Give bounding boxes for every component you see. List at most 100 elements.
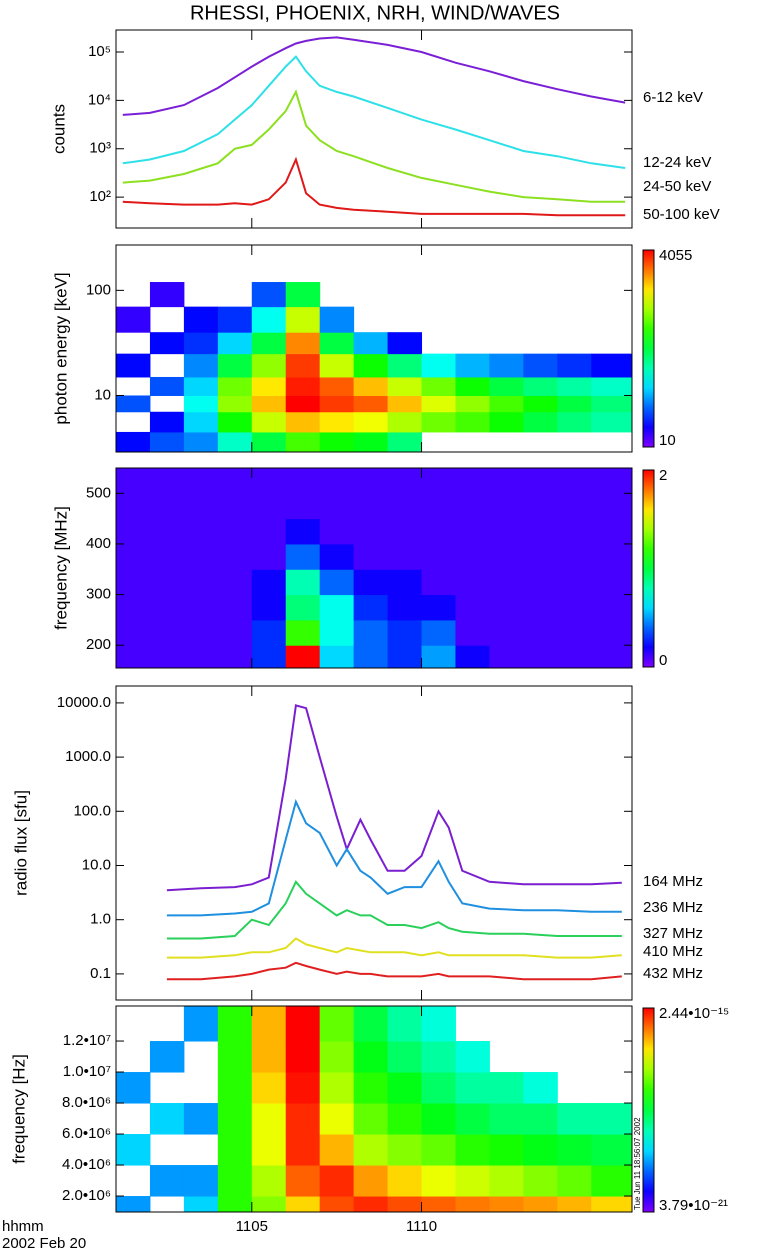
legend-label: 6-12 keV: [643, 89, 703, 106]
heat-cell: [217, 569, 253, 596]
plot-frame: [115, 1005, 633, 1213]
heat-cell: [591, 376, 633, 396]
heat-cell: [183, 353, 219, 378]
heat-cell: [591, 1103, 633, 1135]
heat-cell: [116, 395, 151, 413]
heat-cell: [455, 1072, 490, 1104]
heat-cell: [116, 645, 151, 669]
heat-cell: [319, 395, 355, 413]
x-tick-label: 1105: [236, 1218, 268, 1235]
heat-cell: [455, 619, 490, 646]
heat-cell: [285, 518, 321, 545]
heat-cell: [319, 645, 355, 669]
heat-cell: [217, 1134, 253, 1166]
series-line: [122, 156, 626, 217]
heat-cell: [285, 1041, 321, 1073]
heat-cell: [319, 594, 355, 621]
heat-cell: [319, 411, 355, 433]
heat-cell: [251, 619, 287, 646]
heat-cell: [319, 619, 355, 646]
heat-cell: [353, 332, 389, 355]
heat-cell: [489, 518, 524, 545]
heat-cell: [217, 411, 253, 433]
y-tick-label: 400: [86, 535, 111, 552]
colorbar: [642, 1007, 655, 1213]
heat-cell: [353, 1006, 389, 1042]
heat-cell: [217, 1165, 253, 1197]
heat-cell: [149, 411, 185, 433]
heat-cell: [183, 1103, 219, 1135]
heat-cell: [523, 543, 558, 570]
heat-cell: [319, 1072, 355, 1104]
heat-cell: [319, 376, 355, 396]
heat-cell: [251, 431, 287, 453]
colorbar-tick-label: 2.44•10⁻¹⁵: [659, 1005, 729, 1022]
heat-cell: [387, 518, 423, 545]
heat-cell: [251, 518, 287, 545]
heat-cell: [455, 1103, 490, 1135]
heat-cell: [557, 353, 592, 378]
heat-cell: [387, 468, 423, 494]
y-axis-label: radio flux [sfu]: [11, 790, 30, 896]
heat-cell: [489, 353, 524, 378]
heat-cell: [557, 543, 592, 570]
heat-cell: [387, 1165, 423, 1197]
heat-cell: [217, 468, 253, 494]
y-tick-label: 200: [86, 636, 111, 653]
heat-cell: [523, 376, 558, 396]
plot-frame: [115, 244, 633, 453]
heat-cell: [285, 1134, 321, 1166]
heat-cell: [523, 1072, 558, 1104]
heat-cell: [285, 1196, 321, 1213]
heat-cell: [285, 306, 321, 333]
heat-cell: [217, 493, 253, 520]
heat-cell: [285, 353, 321, 378]
y-tick-label: 10.0: [82, 856, 111, 873]
heat-cell: [557, 411, 592, 433]
heat-cell: [523, 395, 558, 413]
heat-cell: [421, 1134, 456, 1166]
heat-cell: [489, 619, 524, 646]
heat-cell: [455, 594, 490, 621]
y-tick-label: 10: [94, 386, 111, 403]
heat-cell: [591, 395, 633, 413]
y-axis-label: counts: [49, 104, 68, 154]
legend-label: 327 MHz: [643, 925, 703, 942]
plot-frame: [115, 467, 633, 669]
heat-cell: [489, 1103, 524, 1135]
heat-cell: [489, 594, 524, 621]
heat-cell: [557, 1165, 592, 1197]
heat-cell: [183, 306, 219, 333]
heat-cell: [557, 645, 592, 669]
heat-cell: [183, 1006, 219, 1042]
heat-cell: [523, 1103, 558, 1135]
date-label: 2002 Feb 20: [2, 1235, 86, 1252]
colorbar: [642, 469, 655, 668]
heat-cell: [591, 594, 633, 621]
heat-cell: [591, 493, 633, 520]
heat-cell: [183, 493, 219, 520]
heat-cell: [523, 569, 558, 596]
y-tick-label: 100: [86, 281, 111, 298]
heat-cell: [251, 376, 287, 396]
heat-cell: [285, 1165, 321, 1197]
heat-cell: [319, 1165, 355, 1197]
heat-cell: [251, 1165, 287, 1197]
heat-cell: [217, 376, 253, 396]
y-tick-label: 1.0•10⁷: [63, 1063, 111, 1080]
heat-cell: [489, 1072, 524, 1104]
heat-cell: [523, 1134, 558, 1166]
heat-cell: [557, 376, 592, 396]
heat-cell: [285, 594, 321, 621]
heat-cell: [489, 395, 524, 413]
colorbar-tick-label: 10: [659, 432, 676, 449]
heat-cell: [116, 518, 151, 545]
y-tick-label: 10³: [89, 140, 111, 157]
heat-cell: [489, 1134, 524, 1166]
heat-cell: [217, 306, 253, 333]
y-axis-label: frequency [Hz]: [9, 1054, 28, 1164]
heat-cell: [116, 619, 151, 646]
heat-cell: [353, 1165, 389, 1197]
heat-cell: [557, 395, 592, 413]
heat-cell: [557, 569, 592, 596]
